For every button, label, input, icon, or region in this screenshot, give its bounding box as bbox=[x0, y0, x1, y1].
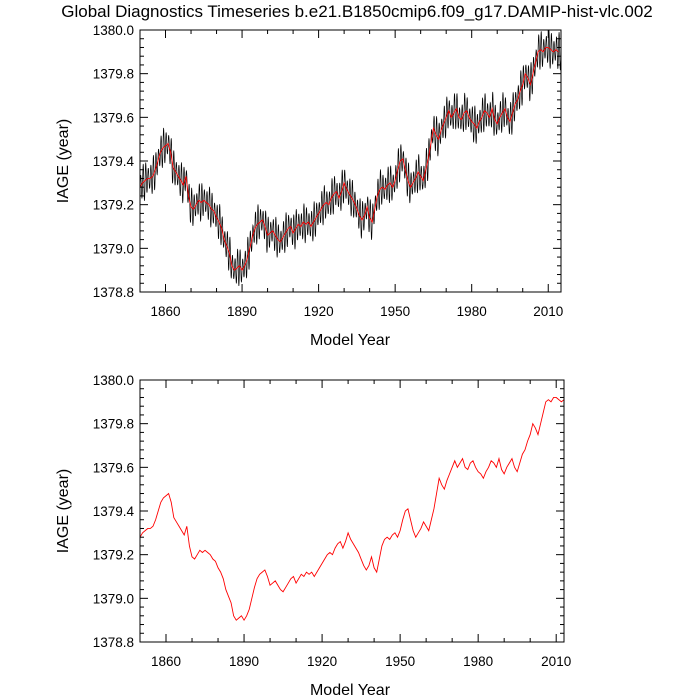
annual-mean-series-line bbox=[140, 397, 564, 622]
bottom-plot-area: 1378.8 1379.0 1379.2 1379.4 1379.6 1379.8 1380… bbox=[93, 373, 572, 669]
top-panel: 1378.8 1379.0 1379.2 1379.4 1379.6 1379.8 1380… bbox=[55, 23, 563, 349]
bottom-panel: 1378.8 1379.0 1379.2 1379.4 1379.6 1379.8 1380… bbox=[55, 373, 571, 699]
x-tick-label: 1980 bbox=[457, 304, 487, 319]
series-group bbox=[140, 397, 564, 622]
x-tick-label: 1860 bbox=[151, 654, 181, 669]
y-tick-label: 1379.8 bbox=[93, 67, 134, 82]
y-tick-label: 1379.2 bbox=[93, 548, 134, 563]
y-tick-label: 1379.6 bbox=[93, 460, 134, 475]
y-tick-label: 1378.8 bbox=[93, 285, 134, 300]
y-tick-label: 1379.4 bbox=[93, 154, 135, 169]
x-tick-label: 2010 bbox=[541, 654, 571, 669]
y-tick-label: 1379.4 bbox=[93, 504, 135, 519]
y-tick-label: 1379.2 bbox=[93, 198, 134, 213]
x-tick-label: 1890 bbox=[227, 304, 257, 319]
axis-ticks bbox=[139, 29, 561, 293]
y-tick-label: 1379.0 bbox=[93, 591, 134, 606]
x-tick-label: 1980 bbox=[463, 654, 493, 669]
series-group bbox=[140, 30, 561, 286]
y-tick-label: 1378.8 bbox=[93, 635, 134, 650]
x-tick-label: 1860 bbox=[150, 304, 180, 319]
y-tick-label: 1379.6 bbox=[93, 110, 134, 125]
y-tick-label: 1379.8 bbox=[93, 417, 134, 432]
x-tick-label: 1920 bbox=[304, 304, 334, 319]
bottom-x-axis-label: Model Year bbox=[310, 682, 391, 699]
x-tick-label: 1950 bbox=[380, 304, 410, 319]
top-plot-area: 1378.8 1379.0 1379.2 1379.4 1379.6 1379.8 1380… bbox=[93, 23, 564, 319]
bottom-y-axis-label: IAGE (year) bbox=[55, 469, 72, 553]
x-tick-label: 1920 bbox=[307, 654, 337, 669]
x-tick-label: 2010 bbox=[533, 304, 563, 319]
x-tick-label: 1950 bbox=[385, 654, 415, 669]
chart-title: Global Diagnostics Timeseries b.e21.B185… bbox=[61, 2, 653, 21]
axis-ticks bbox=[139, 379, 564, 643]
monthly-series-line bbox=[140, 30, 561, 286]
y-tick-label: 1380.0 bbox=[93, 23, 134, 38]
top-panel-frame bbox=[139, 29, 562, 293]
annual-mean-series-line bbox=[140, 47, 559, 272]
y-tick-label: 1379.0 bbox=[93, 241, 134, 256]
top-y-axis-label: IAGE (year) bbox=[55, 119, 72, 203]
bottom-panel-frame bbox=[139, 379, 565, 643]
top-x-axis-label: Model Year bbox=[310, 332, 391, 349]
x-tick-label: 1890 bbox=[229, 654, 259, 669]
y-tick-label: 1380.0 bbox=[93, 373, 134, 388]
